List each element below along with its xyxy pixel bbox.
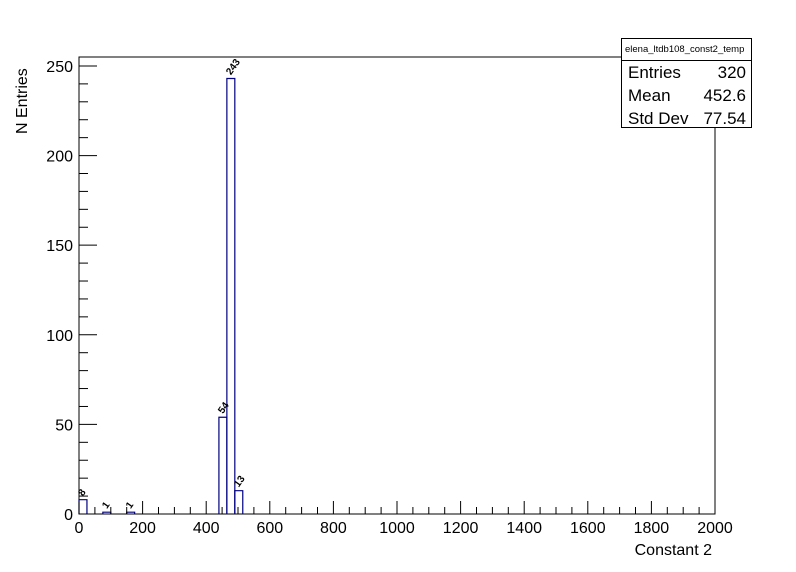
y-tick-label: 100 (46, 328, 73, 345)
x-axis-ticks: 0 200 400 600 800 1000 1200 1400 1600 1800 2000 (75, 501, 733, 537)
x-tick-label: 1200 (443, 520, 479, 537)
x-tick-label: 400 (193, 520, 220, 537)
y-tick-label: 150 (46, 238, 73, 255)
plot-frame (78, 56, 716, 515)
x-tick-label: 1000 (379, 520, 415, 537)
stats-row-stddev: Std Dev 77.54 (622, 107, 751, 130)
stats-row-mean: Mean 452.6 (622, 84, 751, 107)
stats-mean-label: Mean (628, 86, 671, 105)
y-axis-ticks: 0 50 100 150 200 250 (46, 59, 97, 524)
stats-title: elena_ltdb108_const2_temp (622, 39, 751, 61)
y-tick-label: 50 (55, 417, 73, 434)
y-tick-label: 200 (46, 149, 73, 166)
plot-border (78, 56, 716, 515)
stats-row-entries: Entries 320 (622, 61, 751, 84)
histogram-bin (234, 490, 244, 514)
histogram-bin (226, 77, 236, 514)
bin-count-label: 54 (216, 400, 232, 416)
bin-count-label: 8 (76, 487, 88, 498)
bin-count-label: 1 (100, 500, 112, 511)
y-tick-label: 250 (46, 59, 73, 76)
stats-stddev-value: 77.54 (703, 109, 746, 128)
x-axis-label: Constant 2 (635, 542, 712, 559)
bin-count-label: 243 (224, 57, 243, 77)
stats-box: elena_ltdb108_const2_temp Entries 320 Me… (621, 38, 752, 128)
x-tick-label: 2000 (697, 520, 733, 537)
x-tick-label: 1400 (506, 520, 542, 537)
x-tick-label: 0 (75, 520, 84, 537)
histogram-bins (78, 77, 244, 514)
stats-entries-value: 320 (717, 63, 746, 82)
stats-mean-value: 452.6 (703, 86, 746, 105)
bin-count-label: 1 (124, 500, 136, 511)
stats-entries-label: Entries (628, 63, 681, 82)
y-axis-label: N Entries (14, 68, 31, 134)
x-tick-label: 200 (129, 520, 156, 537)
stats-stddev-label: Std Dev (628, 109, 689, 128)
x-tick-label: 600 (256, 520, 283, 537)
x-tick-label: 800 (320, 520, 347, 537)
histogram-bin (218, 416, 228, 514)
y-tick-label: 0 (64, 507, 73, 524)
x-tick-label: 1800 (634, 520, 670, 537)
x-tick-label: 1600 (570, 520, 606, 537)
histogram-bin (78, 499, 88, 514)
